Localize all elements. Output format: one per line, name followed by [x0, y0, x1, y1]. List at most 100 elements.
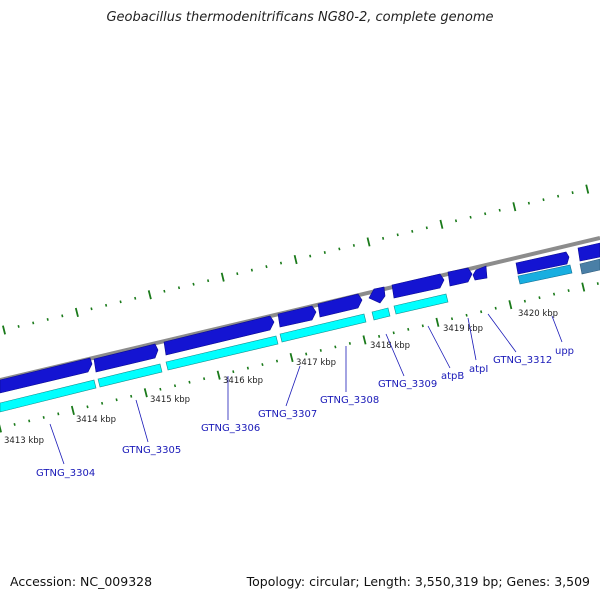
- leader-line: [467, 317, 477, 361]
- gene-arrow[interactable]: [317, 293, 363, 318]
- gene-arrow[interactable]: [517, 264, 573, 285]
- minor-tick: [334, 345, 337, 349]
- major-tick: [508, 300, 513, 310]
- gene-label[interactable]: atpB: [441, 371, 464, 382]
- minor-tick: [13, 423, 16, 426]
- scale-label: 3419 kbp: [443, 324, 483, 334]
- scale-label: 3416 kbp: [223, 376, 263, 386]
- gene-arrow[interactable]: [0, 357, 93, 394]
- minor-tick: [279, 261, 283, 265]
- leader-line: [487, 313, 517, 353]
- gene-arrow[interactable]: [93, 343, 159, 373]
- gene-arrow[interactable]: [391, 273, 445, 299]
- gene-labels: GTNG_3304 GTNG_3305 GTNG_3306 GTNG_3307 …: [36, 346, 574, 479]
- major-tick: [0, 424, 2, 433]
- minor-tick: [275, 359, 279, 363]
- minor-tick: [338, 247, 341, 251]
- minor-tick: [480, 310, 483, 314]
- gene-arrow[interactable]: [515, 251, 570, 275]
- major-tick: [74, 307, 79, 318]
- minor-tick: [469, 215, 472, 219]
- gene-arrow[interactable]: [0, 379, 97, 413]
- minor-tick: [105, 303, 108, 307]
- scale-label: 3417 kbp: [296, 358, 336, 368]
- minor-tick: [498, 208, 501, 212]
- gene-arrow[interactable]: [393, 293, 449, 315]
- minor-tick: [421, 324, 424, 328]
- minor-tick: [319, 349, 322, 352]
- minor-tick: [552, 292, 556, 296]
- major-tick: [147, 290, 152, 300]
- gene-arrow[interactable]: [97, 363, 163, 388]
- gene-label[interactable]: GTNG_3305: [122, 445, 181, 456]
- leader-line: [551, 315, 563, 343]
- minor-tick: [177, 286, 181, 290]
- gene-arrow[interactable]: [579, 258, 600, 275]
- major-tick: [293, 254, 298, 265]
- minor-tick: [207, 279, 210, 283]
- minor-tick: [46, 318, 49, 321]
- minor-tick: [115, 398, 118, 402]
- gene-arrow[interactable]: [368, 286, 386, 304]
- minor-tick: [596, 282, 599, 285]
- major-tick: [439, 219, 444, 229]
- minor-tick: [173, 384, 177, 388]
- major-tick: [2, 325, 6, 335]
- gene-label[interactable]: GTNG_3306: [201, 423, 260, 434]
- major-tick: [289, 352, 294, 363]
- minor-tick: [382, 236, 385, 240]
- gene-label[interactable]: GTNG_3308: [320, 395, 379, 406]
- scale-labels: 3413 kbp 3414 kbp 3415 kbp 3416 kbp 3417…: [4, 309, 558, 446]
- leader-line: [49, 423, 65, 465]
- minor-tick: [192, 282, 195, 286]
- minor-tick: [494, 306, 497, 310]
- minor-tick: [378, 334, 381, 338]
- minor-tick: [396, 233, 399, 237]
- minor-tick: [265, 265, 268, 269]
- minor-tick: [523, 299, 526, 303]
- minor-tick: [571, 191, 574, 195]
- minor-tick: [101, 401, 104, 405]
- scale-label: 3420 kbp: [518, 309, 558, 319]
- gene-label[interactable]: GTNG_3312: [493, 355, 552, 366]
- major-tick: [581, 282, 586, 292]
- major-tick: [70, 405, 75, 416]
- leader-line: [385, 333, 405, 377]
- minor-tick: [163, 289, 166, 293]
- gene-arrow[interactable]: [577, 242, 600, 262]
- gene-arrow[interactable]: [163, 315, 275, 356]
- gene-arrow[interactable]: [371, 307, 391, 321]
- major-tick: [512, 202, 517, 212]
- minor-tick: [484, 212, 487, 216]
- minor-tick: [61, 314, 64, 318]
- gene-arrow[interactable]: [279, 313, 367, 343]
- accession-text: Accession: NC_009328: [10, 574, 153, 589]
- minor-tick: [42, 416, 45, 419]
- minor-tick: [465, 313, 468, 317]
- scale-label: 3413 kbp: [4, 436, 44, 446]
- minor-tick: [323, 251, 326, 254]
- gene-arrow[interactable]: [472, 265, 488, 281]
- major-tick: [362, 335, 367, 345]
- leader-line: [135, 399, 149, 443]
- upper-tick-track: [2, 184, 590, 335]
- minor-tick: [567, 289, 570, 292]
- genome-summary-text: Topology: circular; Length: 3,550,319 bp…: [246, 574, 590, 589]
- minor-tick: [188, 380, 191, 384]
- gene-label[interactable]: GTNG_3304: [36, 468, 95, 479]
- gene-arrow[interactable]: [447, 267, 473, 287]
- gene-label[interactable]: atpI: [469, 364, 488, 375]
- gene-arrow[interactable]: [165, 335, 279, 371]
- gene-label[interactable]: GTNG_3309: [378, 379, 437, 390]
- leader-line: [427, 325, 451, 369]
- minor-tick: [32, 321, 35, 325]
- minor-tick: [348, 342, 351, 345]
- gene-label[interactable]: GTNG_3307: [258, 409, 317, 420]
- minor-tick: [557, 194, 560, 198]
- major-tick: [143, 388, 148, 398]
- gene-label[interactable]: upp: [555, 346, 574, 357]
- gene-arrow[interactable]: [277, 305, 317, 328]
- minor-tick: [454, 219, 458, 223]
